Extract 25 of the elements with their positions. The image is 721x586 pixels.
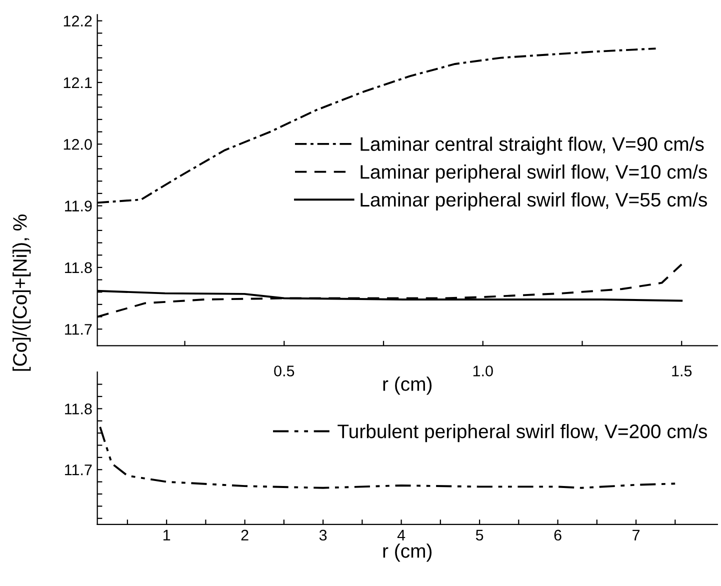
x-tick-label: 7 (632, 530, 640, 540)
x-axis-title: r (cm) (383, 376, 432, 395)
legend-label: Laminar peripheral swirl flow, V=10 cm/s (360, 164, 707, 183)
y-tick-label: 12.1 (64, 77, 92, 88)
x-tick-label: 5 (476, 530, 484, 541)
x-tick-label: 0.5 (274, 366, 294, 376)
y-tick-label: 11.7 (65, 464, 92, 476)
x-tick-label: 1.5 (672, 366, 692, 376)
legend-label: Laminar peripheral swirl flow, V=55 cm/s (360, 192, 707, 210)
x-tick-label: 6 (554, 530, 562, 541)
x-tick-label: 3 (319, 530, 327, 541)
x-tick-label: 2 (241, 530, 248, 540)
x-tick-label: 1.0 (473, 366, 493, 376)
x-tick-label: 4 (397, 530, 406, 540)
legend-label: Laminar central straight flow, V=90 cm/s (360, 136, 704, 155)
y-tick-label: 12.0 (64, 138, 92, 150)
y-tick-label: 12.2 (64, 16, 92, 26)
y-axis-title: [Co]/([Co]+[Ni]), % (12, 214, 31, 371)
y-tick-label: 11.8 (65, 262, 92, 274)
y-tick-label: 11.8 (65, 404, 92, 414)
legend-label: Turbulent peripheral swirl flow, V=200 cm/s (338, 424, 707, 442)
x-tick-label: 1 (163, 530, 170, 540)
y-tick-label: 11.7 (65, 324, 92, 335)
x-axis-title: r (cm) (383, 544, 432, 562)
y-tick-label: 11.9 (65, 200, 92, 212)
